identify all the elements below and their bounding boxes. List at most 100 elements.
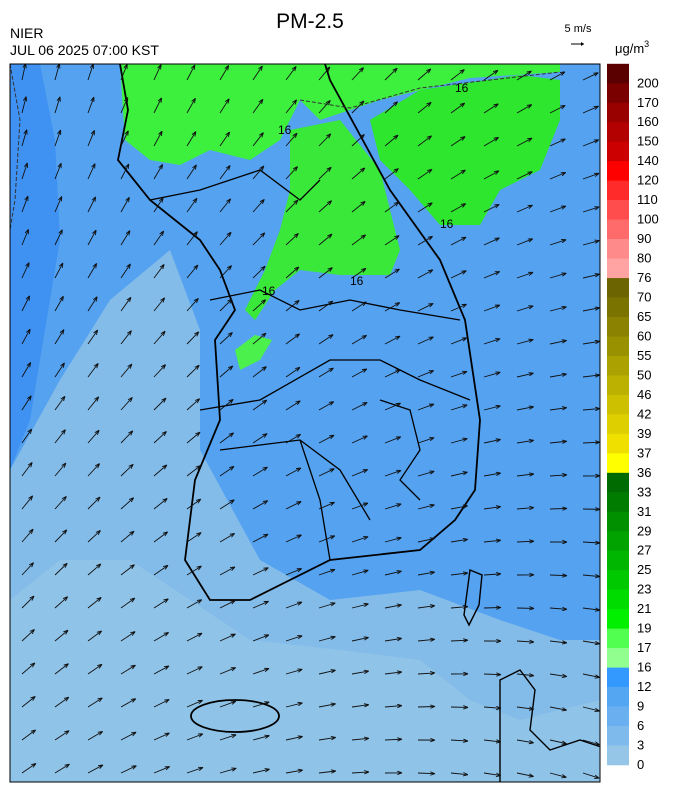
wind-arrow [87, 663, 103, 675]
wind-arrow [582, 739, 600, 746]
color-swatch [607, 355, 629, 376]
contour-label: 16 [278, 123, 292, 137]
wind-arrow [516, 639, 535, 644]
wind-arrow [285, 668, 303, 675]
wind-arrow [549, 606, 568, 612]
wind-arrow [417, 68, 432, 81]
wind-arrow [582, 72, 599, 81]
wind-arrow [384, 703, 403, 709]
wind-arrow [549, 506, 568, 511]
wind-arrow [252, 466, 268, 477]
wind-arrow [54, 196, 63, 213]
wind-arrow [516, 372, 534, 378]
colorbar-label: 200 [637, 75, 659, 90]
wind-arrow [417, 235, 433, 246]
wind-arrow [351, 167, 366, 180]
wind-arrow [417, 403, 435, 411]
wind-arrow [54, 96, 61, 114]
wind-arrow [318, 468, 335, 477]
wind-arrow [285, 99, 298, 114]
wind-arrow [450, 738, 469, 743]
colorbar-label: 76 [637, 270, 651, 285]
wind-arrow [252, 399, 268, 411]
wind-arrow [21, 362, 32, 378]
wind-arrow [549, 172, 567, 180]
color-swatch [607, 609, 629, 629]
wind-arrow [516, 539, 535, 544]
wind-arrow [351, 133, 365, 147]
wind-arrow [384, 670, 403, 675]
wind-arrow [318, 166, 332, 180]
wind-arrow [219, 198, 232, 213]
wind-arrow [21, 662, 36, 675]
wind-arrow [153, 330, 166, 345]
wind-arrow [450, 437, 468, 444]
color-swatch [607, 122, 629, 143]
wind-arrow [549, 573, 568, 578]
wind-arrow [186, 699, 203, 708]
wind-arrow [219, 265, 233, 279]
colorbar-label: 31 [637, 504, 651, 519]
wind-arrow [384, 67, 398, 81]
sea-lighter [10, 560, 600, 782]
wind-arrow [120, 263, 131, 279]
wind-arrow [153, 564, 169, 576]
colorbar-label: 39 [637, 426, 651, 441]
wind-arrow [450, 337, 468, 345]
wind-arrow [351, 100, 365, 114]
wind-arrow [516, 238, 534, 246]
unit: μg/m3 [615, 39, 649, 56]
wind-arrow [549, 138, 566, 147]
colorbar-label: 37 [637, 445, 651, 460]
wind-arrow [450, 671, 469, 676]
wind-arrow [417, 537, 435, 543]
wind-arrow [285, 500, 302, 510]
wind-arrow [549, 706, 567, 712]
wind-arrow [21, 262, 30, 279]
wind-arrow [318, 769, 337, 774]
wind-arrow [285, 400, 301, 411]
wind-arrow [219, 398, 234, 411]
wind-arrow [219, 734, 237, 741]
wind-arrow [318, 434, 335, 444]
color-swatch [607, 180, 629, 201]
colorbar-label: 21 [637, 601, 651, 616]
wind-arrow [186, 131, 197, 147]
wind-arrow [582, 473, 600, 478]
wind-arrow [87, 64, 94, 81]
wind-arrow [483, 237, 500, 246]
wind-arrow [351, 669, 369, 675]
wind-arrow [285, 333, 301, 345]
wind-arrow [582, 206, 600, 213]
wind-arrow [219, 298, 233, 312]
wind-arrow [549, 104, 566, 114]
wind-arrow [186, 64, 196, 81]
wind-arrow [351, 67, 364, 81]
wind-arrow [582, 772, 600, 779]
wind-arrow [483, 103, 499, 114]
color-swatch [607, 219, 629, 240]
wind-arrow [54, 763, 70, 774]
wind-arrow [516, 472, 535, 477]
color-swatch [607, 472, 629, 493]
wind-arrow [582, 139, 600, 147]
wind-arrow [582, 172, 600, 180]
wind-arrow [351, 770, 370, 775]
wind-arrow [450, 136, 466, 147]
wind-arrow [219, 432, 235, 444]
wind-arrow [516, 772, 534, 778]
wind-arrow [483, 136, 499, 147]
wind-arrow [186, 632, 203, 642]
wind-arrow [384, 503, 402, 510]
colorbar-label: 16 [637, 660, 651, 675]
wind-arrow [120, 396, 133, 411]
color-swatch [607, 706, 629, 727]
wind-arrow [450, 102, 466, 114]
wind-arrow [417, 570, 435, 576]
colorbar-label: 60 [637, 328, 651, 343]
wind-arrow [483, 538, 502, 543]
wind-arrow [450, 236, 467, 246]
wind-arrow [87, 530, 101, 543]
color-swatch [607, 297, 629, 318]
